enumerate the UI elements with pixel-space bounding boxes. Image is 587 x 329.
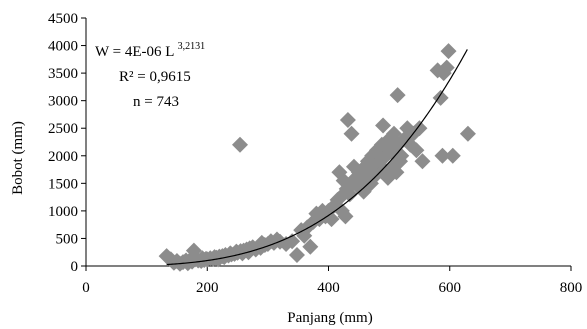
x-axis-ticks: 0 200 400 600 800 — [82, 266, 582, 296]
data-points — [158, 43, 476, 272]
y-tick-label: 4500 — [48, 11, 78, 27]
y-axis-title: Bobot (mm) — [10, 121, 26, 195]
data-point — [434, 147, 451, 164]
y-tick-label: 3500 — [48, 66, 78, 82]
y-tick-label: 2500 — [48, 121, 78, 137]
y-tick-label: 3000 — [48, 94, 78, 110]
data-point — [440, 43, 457, 60]
y-tick-label: 0 — [71, 259, 79, 275]
data-point — [408, 142, 425, 159]
data-point — [389, 87, 406, 104]
data-point — [337, 208, 354, 225]
n-annotation: n = 743 — [133, 94, 179, 110]
data-point — [438, 59, 455, 76]
data-point — [302, 238, 319, 255]
r-squared-annotation: R² = 0,9615 — [119, 69, 191, 85]
equation-annotation: W = 4E-06 L 3,2131 — [95, 41, 205, 60]
data-point — [339, 111, 356, 128]
y-axis-ticks: 0 500 1000 1500 2000 2500 3000 3500 4000 4500 — [48, 11, 86, 275]
data-point — [432, 89, 449, 106]
x-tick-label: 0 — [82, 280, 90, 296]
data-point — [459, 125, 476, 142]
y-tick-label: 1000 — [48, 204, 78, 220]
x-tick-label: 600 — [439, 280, 462, 296]
data-point — [375, 117, 392, 134]
power-trendline — [166, 49, 468, 266]
data-point — [414, 153, 431, 170]
x-tick-label: 400 — [317, 280, 340, 296]
data-point — [231, 136, 248, 153]
equation-exponent: 3,2131 — [178, 41, 206, 52]
x-tick-label: 800 — [560, 280, 583, 296]
data-point — [393, 147, 410, 164]
data-point — [343, 125, 360, 142]
y-tick-label: 2000 — [48, 149, 78, 165]
x-axis-title: Panjang (mm) — [287, 310, 372, 326]
y-tick-label: 500 — [56, 231, 79, 247]
y-tick-label: 4000 — [48, 39, 78, 55]
data-point — [323, 211, 340, 228]
y-tick-label: 1500 — [48, 176, 78, 192]
data-point — [444, 147, 461, 164]
x-tick-label: 200 — [196, 280, 219, 296]
equation-base: W = 4E-06 L — [95, 44, 178, 60]
data-point — [288, 246, 305, 263]
data-point — [411, 120, 428, 137]
